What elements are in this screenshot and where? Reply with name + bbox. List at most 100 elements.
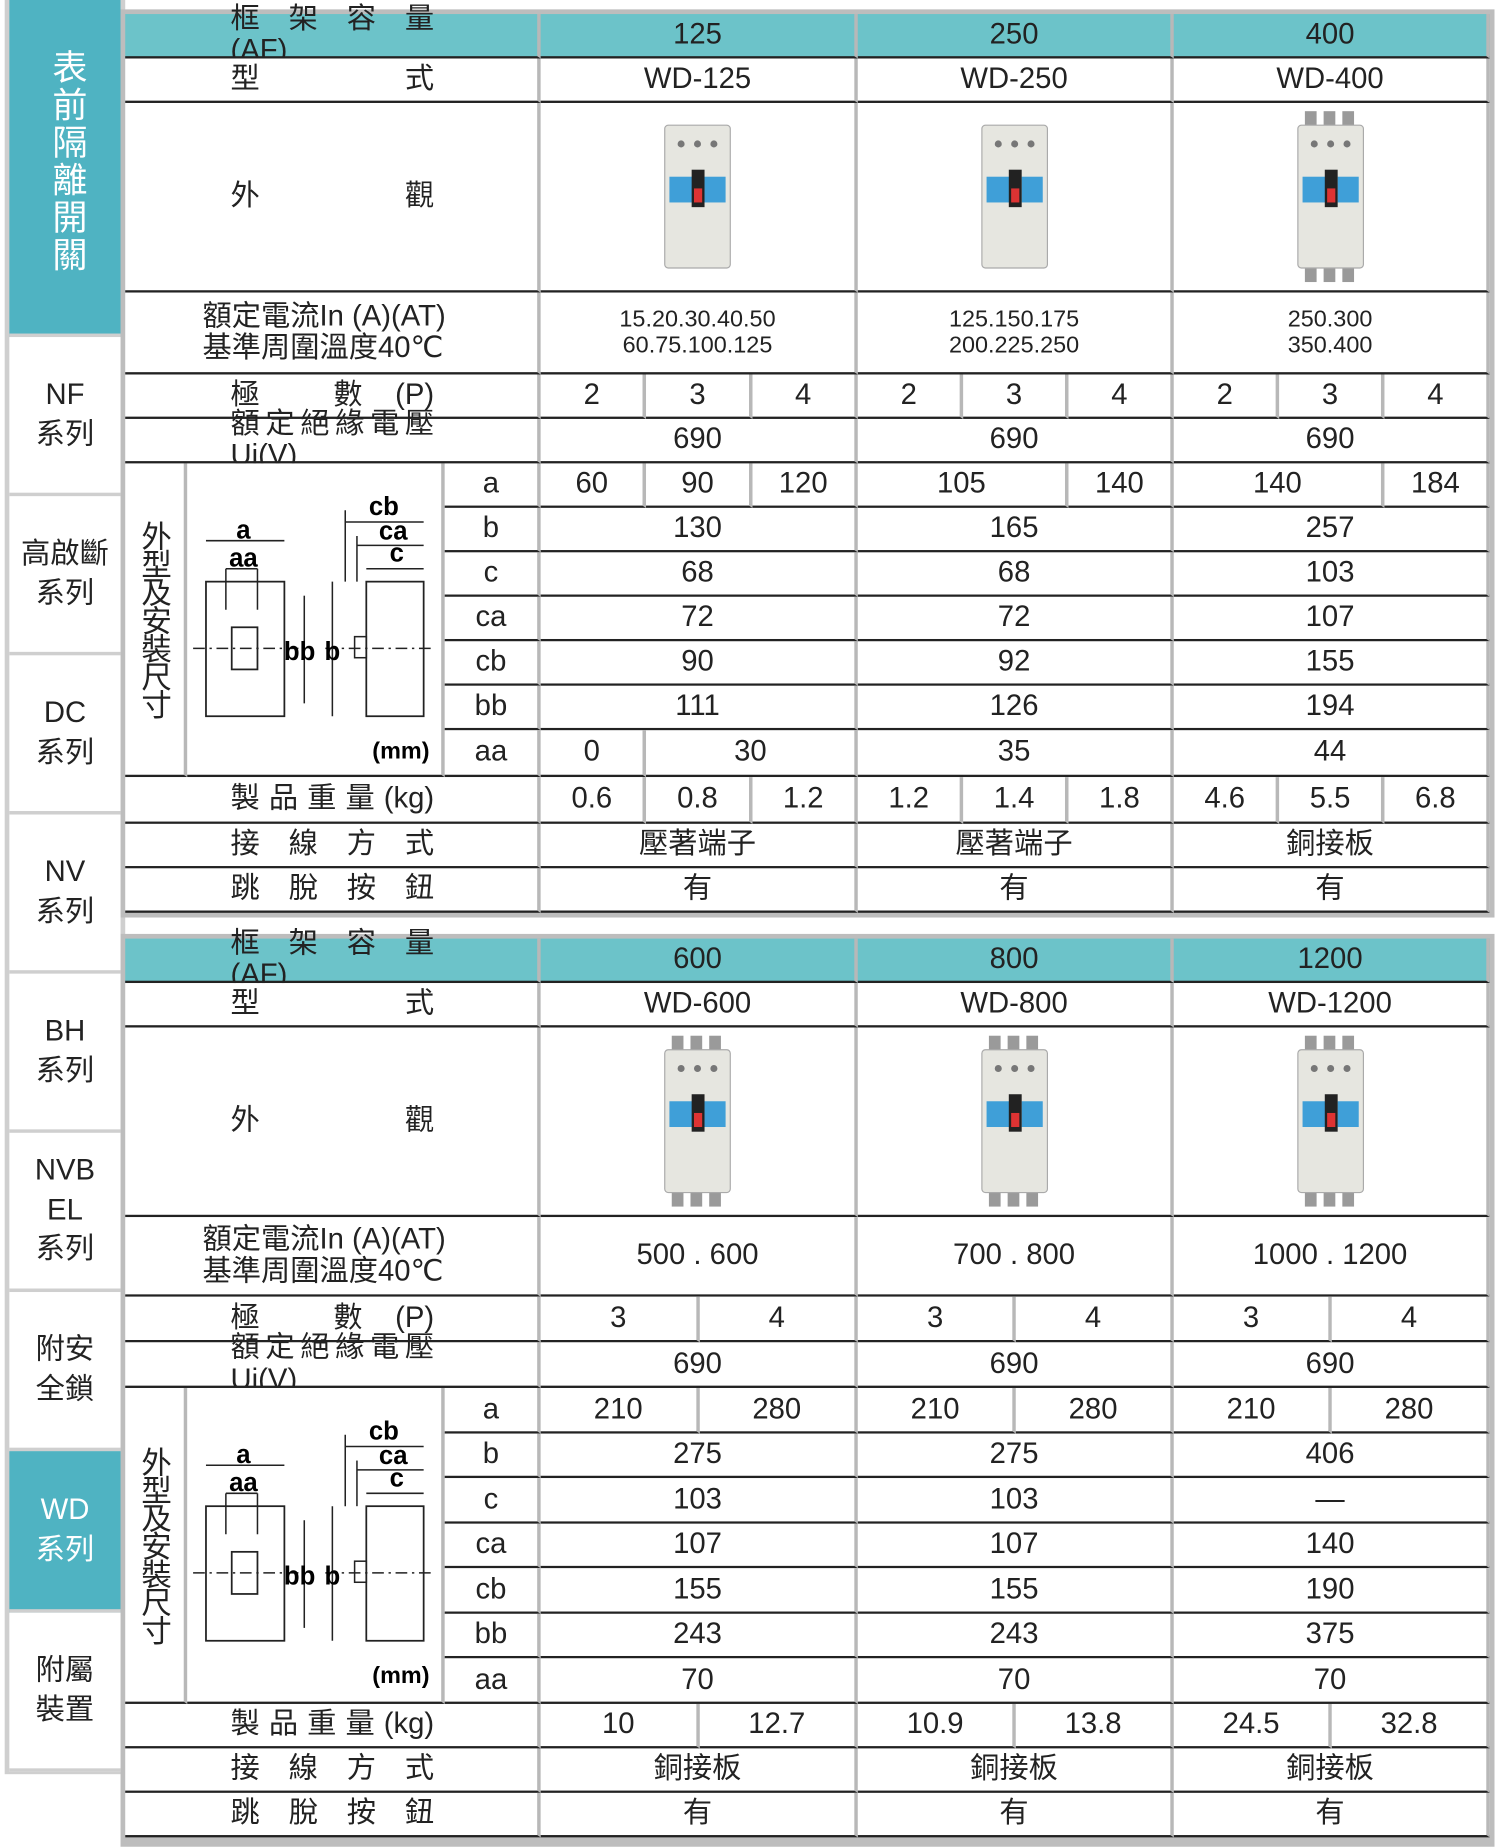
nameplate xyxy=(985,1101,1010,1128)
ui-label: 額定絕緣電壓Ui(V) xyxy=(125,1331,541,1395)
value-cell: 5.5 xyxy=(1279,777,1385,824)
dim-label: a xyxy=(444,1387,541,1434)
nameplate xyxy=(1301,1101,1326,1128)
appearance xyxy=(1173,1027,1490,1218)
value-cell: 140 xyxy=(1173,463,1385,508)
diagram-label: b xyxy=(325,638,341,666)
appearance-label: 外 觀 xyxy=(125,102,541,293)
model-name: WD-250 xyxy=(857,58,1174,103)
value-cell: 280 xyxy=(1015,1387,1174,1434)
frame-label: 框 架 容 量 (AF) xyxy=(125,2,541,66)
screw xyxy=(1310,140,1318,148)
dim-label: aa xyxy=(444,730,541,778)
model-label-text: 型 式 xyxy=(230,986,435,1020)
value-cell: 165 xyxy=(857,507,1174,553)
trip-value: 有 xyxy=(857,1792,1174,1837)
dim-label: c xyxy=(444,1478,541,1524)
sidebar-text: NV xyxy=(44,855,86,888)
screw xyxy=(677,1064,685,1073)
weight-label: 製 品 重 量 (kg) xyxy=(125,1703,541,1748)
terminal xyxy=(671,1035,684,1062)
value-cell: 68 xyxy=(540,552,858,597)
value-cell: 12.7 xyxy=(699,1703,858,1748)
dim-label: aa xyxy=(444,1658,541,1704)
sidebar-text: 附屬 xyxy=(35,1653,95,1687)
value-cell: 243 xyxy=(540,1613,858,1659)
terminal xyxy=(1304,111,1317,137)
value-cell: 24.5 xyxy=(1173,1703,1332,1748)
front xyxy=(205,1505,286,1642)
terminal xyxy=(1341,111,1354,137)
diagram-label: b xyxy=(325,1563,341,1591)
current-value: 500 . 600 xyxy=(636,1238,759,1272)
value-cell: 60 xyxy=(540,463,647,508)
value-cell: 103 xyxy=(1173,552,1490,597)
screw xyxy=(677,140,685,148)
frame-af: 250 xyxy=(857,14,1174,59)
value-cell: 155 xyxy=(540,1568,858,1614)
ui-value: 690 xyxy=(540,1342,858,1388)
screw xyxy=(1026,140,1034,148)
poles-label-text: 極 數(P) xyxy=(230,1301,435,1334)
current-label-line: 額定電流In (A)(AT) xyxy=(202,1222,446,1256)
screw xyxy=(693,140,702,148)
sidebar-text: EL xyxy=(47,1193,83,1227)
value-cell: 140 xyxy=(1068,463,1174,508)
terminal xyxy=(1323,256,1335,283)
value-cell: 35 xyxy=(857,730,1174,778)
terminal xyxy=(1341,1180,1354,1207)
ui-value: 690 xyxy=(857,1342,1174,1388)
diagram-label: cb xyxy=(369,493,399,521)
sidebar-text: 附安 xyxy=(35,1332,95,1366)
value-cell: 130 xyxy=(540,507,858,553)
appearance-label: 外 觀 xyxy=(125,1027,541,1218)
terminal xyxy=(1025,1180,1038,1207)
poles-label: 極 數(P) xyxy=(125,374,541,419)
sidebar-item: NVB EL 系列 xyxy=(9,1132,121,1293)
model-name: WD-800 xyxy=(857,983,1174,1028)
sidebar-text: 表前隔離開關 xyxy=(46,48,86,274)
value-cell: 107 xyxy=(1173,596,1490,642)
screw xyxy=(1342,140,1350,148)
value-cell: 107 xyxy=(540,1523,858,1569)
trip-value: 有 xyxy=(540,1792,858,1837)
sidebar-text: DC xyxy=(43,696,87,729)
value-cell: 155 xyxy=(857,1568,1174,1614)
diagram-label: a xyxy=(236,516,251,544)
value-cell: 0 xyxy=(540,730,647,778)
value-cell: 70 xyxy=(857,1658,1174,1704)
screw xyxy=(1310,1064,1318,1073)
sidebar-text: BH xyxy=(44,1014,86,1048)
value-cell: 72 xyxy=(540,596,858,642)
sidebar-text: 系列 xyxy=(35,576,95,610)
model-label: 型 式 xyxy=(125,983,541,1028)
sidebar-item: BH 系列 xyxy=(9,973,121,1133)
dims-label-text: 外型及安裝尺寸 xyxy=(137,1446,173,1643)
trip-value: 有 xyxy=(1173,1792,1490,1837)
ui-label: 額定絕緣電壓Ui(V) xyxy=(125,407,541,471)
value-cell: 190 xyxy=(1173,1568,1490,1614)
value-cell: 4 xyxy=(752,374,858,419)
value-cell: 210 xyxy=(1173,1387,1332,1434)
value-cell: 120 xyxy=(752,463,858,508)
value-cell: 10.9 xyxy=(857,1703,1016,1748)
value-cell: 68 xyxy=(857,552,1174,597)
value-cell: 280 xyxy=(699,1387,858,1434)
frame-label-text: 框 架 容 量 (AF) xyxy=(230,926,435,992)
terminal xyxy=(709,1035,721,1062)
current-values: 125.150.175 200.225.250 xyxy=(857,292,1174,375)
nameplate xyxy=(669,1101,693,1128)
terminal xyxy=(1304,1180,1317,1207)
current-value: 125.150.175 xyxy=(948,306,1080,333)
value-cell: 3 xyxy=(540,1296,700,1343)
sidebar-text: NF xyxy=(45,377,85,411)
model-name: WD-400 xyxy=(1173,58,1490,103)
screw xyxy=(1326,140,1334,148)
screw xyxy=(1010,1064,1018,1073)
diagram-label: aa xyxy=(229,1469,258,1497)
dim-label: cb xyxy=(444,641,541,686)
diagram-label: c xyxy=(390,1464,404,1492)
diagram-label: ca xyxy=(379,1442,408,1470)
